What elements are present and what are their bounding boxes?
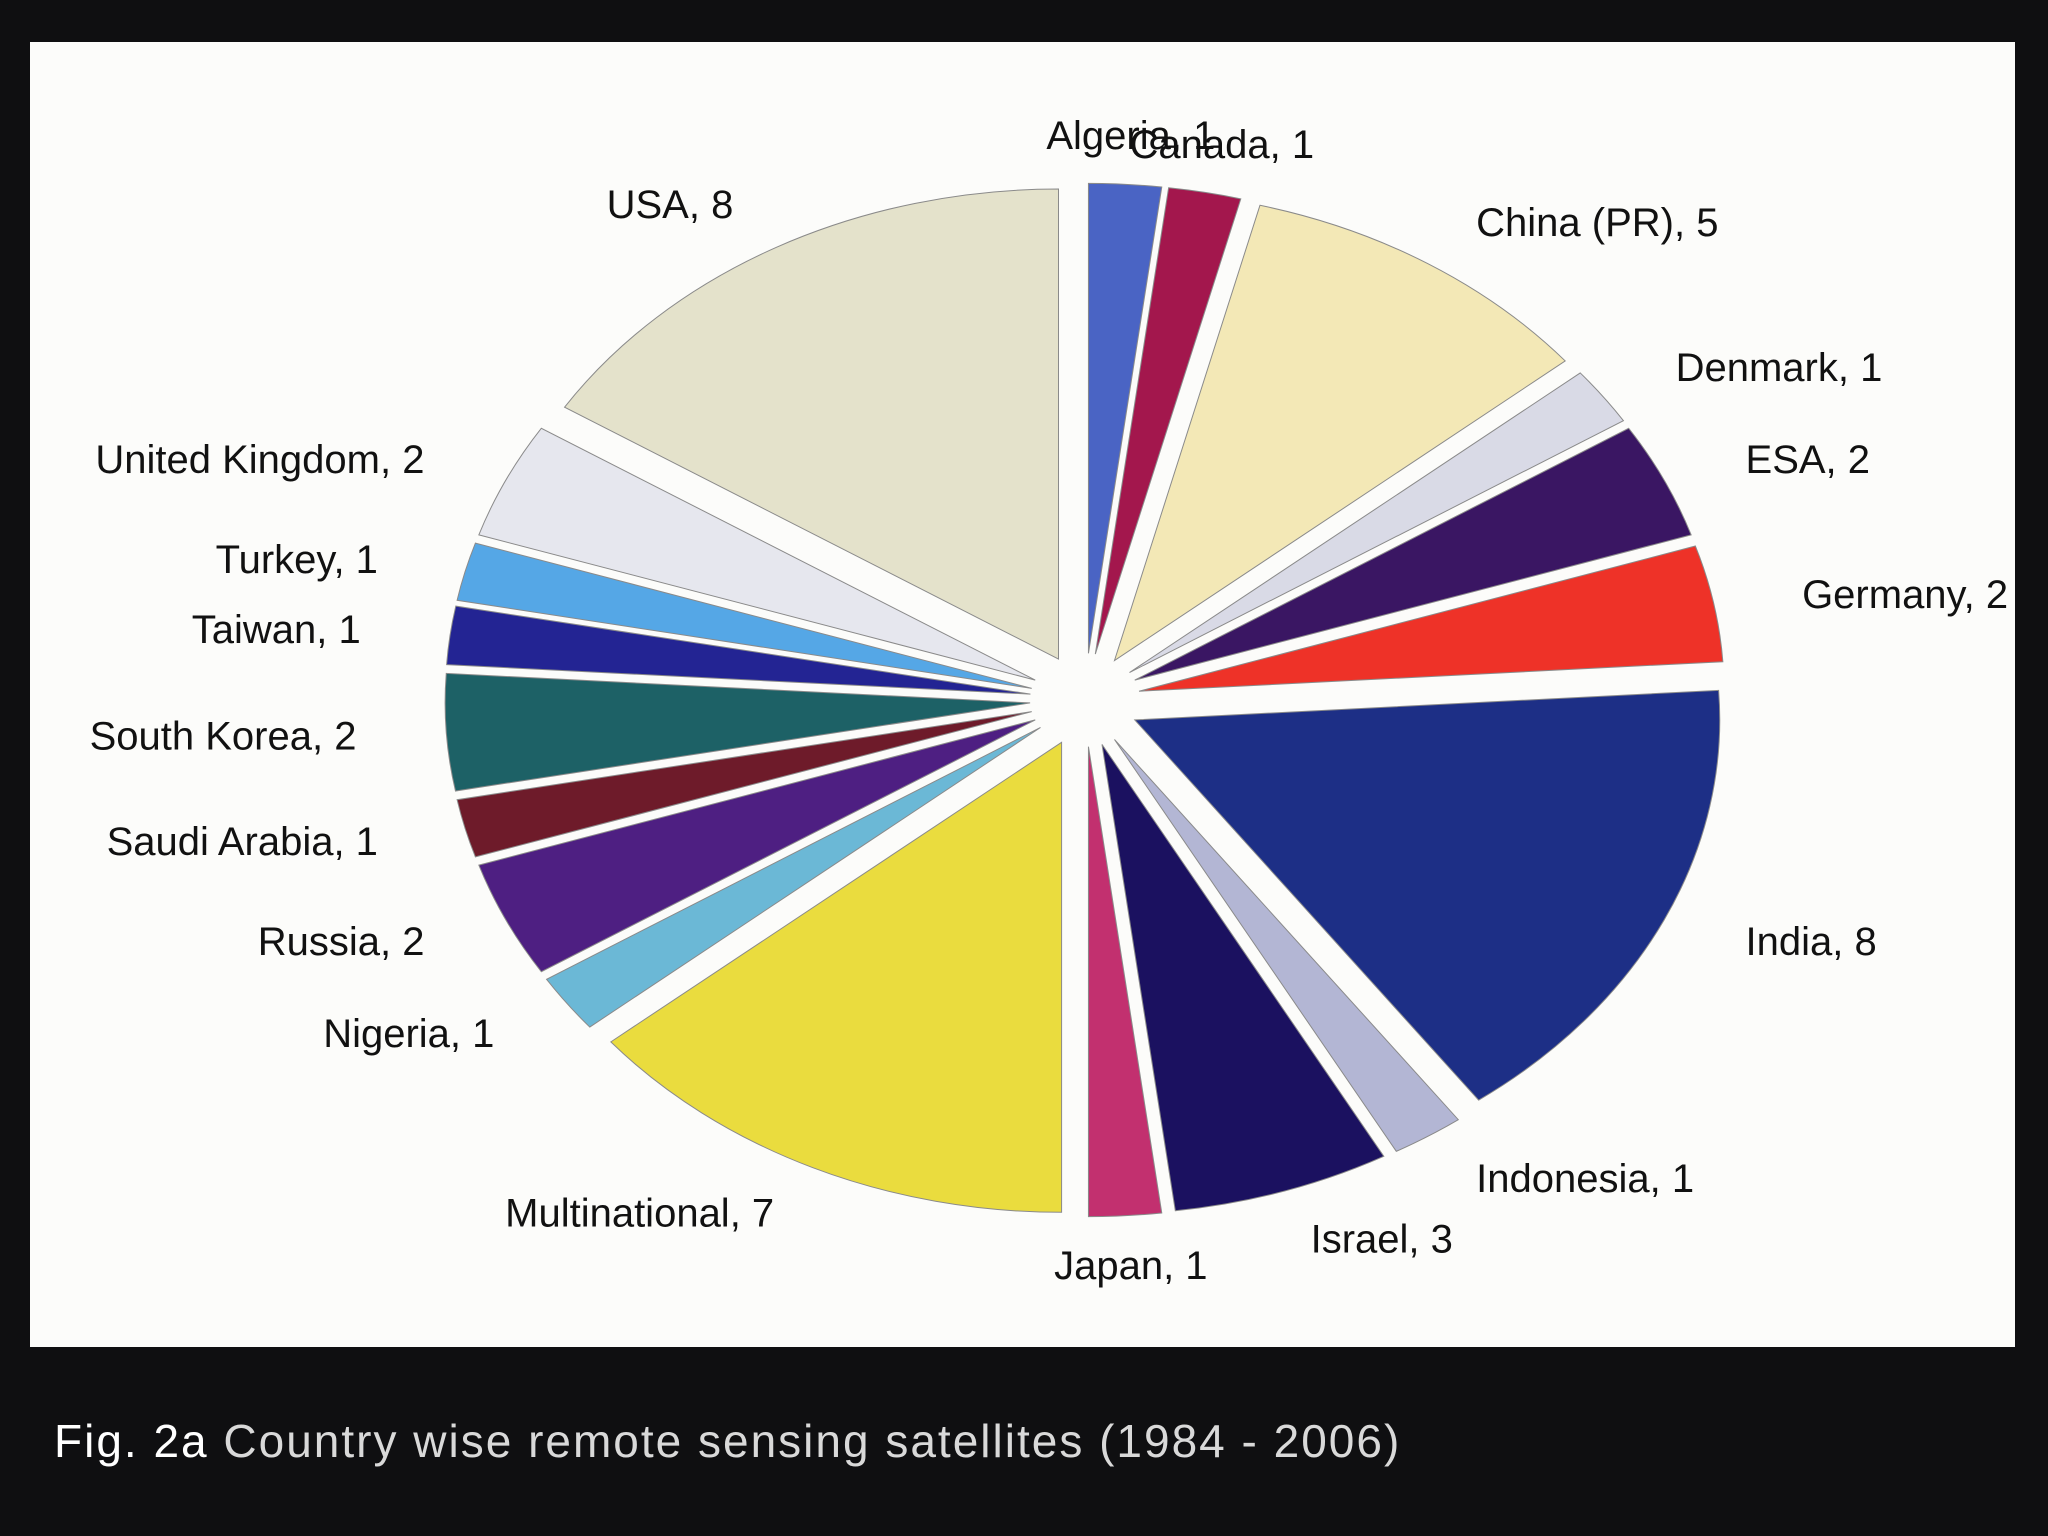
pie-slice-denmark bbox=[1129, 372, 1625, 673]
pie-slice-russia bbox=[478, 719, 1036, 973]
figure-caption-text: Country wise remote sensing satellites (… bbox=[223, 1415, 1402, 1467]
pie-label-russia: Russia, 2 bbox=[258, 920, 425, 964]
pie-slice-taiwan bbox=[446, 605, 1031, 695]
pie-label-usa: USA, 8 bbox=[607, 183, 734, 227]
pie-slice-saudi-arabia bbox=[456, 711, 1032, 858]
pie-label-denmark: Denmark, 1 bbox=[1676, 346, 1883, 390]
pie-label-taiwan: Taiwan, 1 bbox=[192, 608, 361, 652]
pie-slice-japan bbox=[1087, 746, 1163, 1218]
pie-slice-united-kingdom bbox=[478, 427, 1036, 681]
pie-slices bbox=[444, 182, 1724, 1218]
pie-slice-nigeria bbox=[545, 727, 1041, 1028]
pie-label-canada: Canada, 1 bbox=[1129, 123, 1314, 167]
pie-slice-israel bbox=[1101, 744, 1385, 1212]
pie-label-germany: Germany, 2 bbox=[1802, 573, 2008, 617]
pie-slice-china-pr bbox=[1113, 204, 1567, 662]
figure-number: Fig. 2a bbox=[54, 1415, 209, 1467]
pie-label-china-pr: China (PR), 5 bbox=[1476, 201, 1718, 245]
pie-label-multinational: Multinational, 7 bbox=[505, 1191, 774, 1235]
pie-label-esa: ESA, 2 bbox=[1746, 438, 1871, 482]
figure-caption: Fig. 2a Country wise remote sensing sate… bbox=[54, 1414, 1401, 1468]
pie-label-nigeria: Nigeria, 1 bbox=[323, 1012, 494, 1056]
pie-label-turkey: Turkey, 1 bbox=[216, 538, 378, 582]
pie-label-japan: Japan, 1 bbox=[1054, 1244, 1207, 1288]
pie-slice-turkey bbox=[456, 542, 1032, 689]
pie-label-india: India, 8 bbox=[1746, 920, 1877, 964]
pie-label-indonesia: Indonesia, 1 bbox=[1476, 1157, 1694, 1201]
pie-slice-india bbox=[1133, 689, 1721, 1101]
pie-label-united-kingdom: United Kingdom, 2 bbox=[95, 438, 424, 482]
pie-slice-south-korea bbox=[444, 672, 1031, 792]
pie-label-south-korea: South Korea, 2 bbox=[90, 715, 357, 759]
pie-slice-indonesia bbox=[1114, 739, 1460, 1152]
pie-label-saudi-arabia: Saudi Arabia, 1 bbox=[107, 820, 378, 864]
chart-panel: Algeria, 1 Canada, 1 China (PR), 5 Denmark,… bbox=[30, 42, 2015, 1347]
pie-label-algeria: Algeria, 1 bbox=[1046, 114, 1215, 158]
pie-slice-germany bbox=[1138, 545, 1724, 692]
pie-slice-algeria bbox=[1087, 182, 1163, 654]
pie-label-israel: Israel, 3 bbox=[1311, 1218, 1453, 1262]
pie-slice-usa bbox=[563, 188, 1059, 660]
pie-slice-esa bbox=[1134, 427, 1692, 681]
pie-slice-multinational bbox=[610, 741, 1063, 1213]
pie-slice-canada bbox=[1094, 187, 1242, 655]
